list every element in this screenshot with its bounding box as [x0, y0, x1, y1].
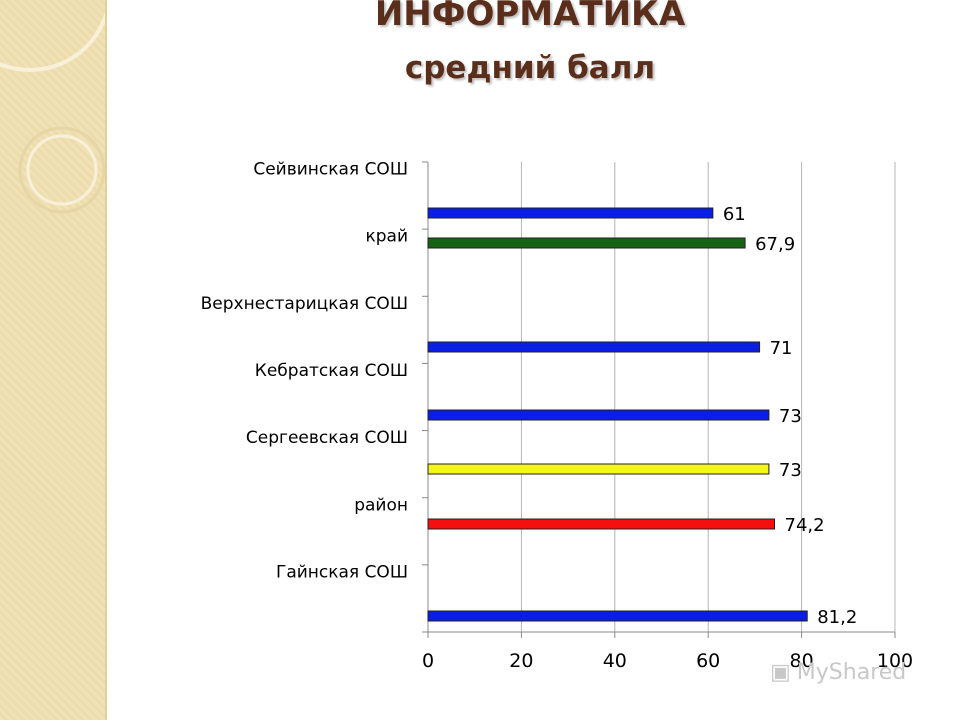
watermark-text: MyShared	[796, 660, 907, 685]
bar	[427, 610, 808, 622]
slide-title: ИНФОРМАТИКА	[374, 0, 686, 34]
category-label: Верхнестарицкая СОШ	[201, 294, 408, 314]
category-label: район	[354, 495, 408, 515]
data-label: 61	[723, 204, 746, 225]
bar	[427, 409, 770, 421]
category-label: край	[365, 227, 408, 247]
decorative-circles	[0, 11, 105, 214]
bar	[427, 518, 776, 530]
data-label: 73	[779, 460, 802, 481]
bar	[427, 237, 746, 249]
data-label: 71	[770, 338, 793, 359]
bar	[427, 463, 770, 475]
slide-title-block: ИНФОРМАТИКА средний балл	[170, 0, 890, 88]
x-tick-label: 20	[509, 650, 533, 672]
data-label: 73	[779, 406, 802, 427]
presentation-icon: ▣	[770, 660, 791, 685]
bar	[427, 207, 714, 219]
decorative-side-band	[0, 0, 107, 720]
x-tick-label: 0	[422, 650, 434, 672]
category-label: Сергеевская СОШ	[246, 428, 408, 448]
x-tick-label: 80	[790, 650, 814, 672]
x-tick-label: 100	[877, 650, 913, 672]
x-tick-label: 40	[603, 650, 627, 672]
watermark: ▣ MyShared	[770, 660, 906, 685]
category-label: Кебратская СОШ	[255, 361, 408, 381]
bar	[427, 341, 761, 353]
data-label: 67,9	[755, 234, 795, 255]
data-label: 74,2	[785, 515, 825, 536]
x-tick-label: 60	[696, 650, 720, 672]
slide-subtitle: средний балл	[404, 50, 656, 86]
category-label: Сейвинская СОШ	[253, 160, 408, 180]
data-label: 81,2	[817, 607, 857, 628]
category-label: Гайнская СОШ	[276, 562, 408, 582]
